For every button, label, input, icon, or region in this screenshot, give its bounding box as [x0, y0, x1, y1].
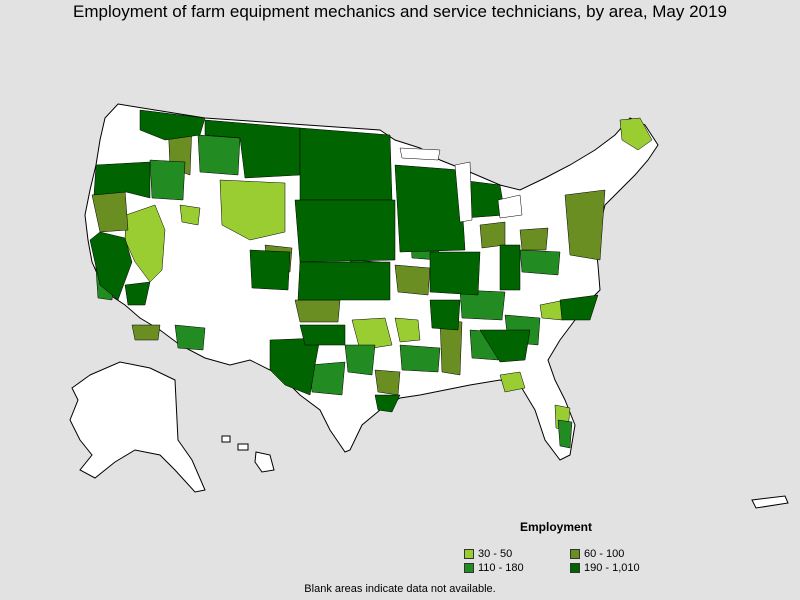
- legend-item-30-50: 30 - 50: [464, 548, 512, 560]
- legend-label: 110 - 180: [478, 562, 524, 574]
- map-title: Employment of farm equipment mechanics a…: [73, 2, 727, 21]
- legend-swatch: [464, 563, 474, 573]
- legend-item-60-100: 60 - 100: [570, 548, 624, 560]
- olive-areas: [91, 119, 606, 396]
- legend-swatch: [464, 549, 474, 559]
- dark-green-areas: [89, 109, 599, 413]
- legend-title: Employment: [520, 520, 593, 534]
- legend-swatch: [570, 549, 580, 559]
- legend-item-110-180: 110 - 180: [464, 562, 524, 574]
- footnote: Blank areas indicate data not available.: [304, 583, 496, 595]
- legend-item-190-1010: 190 - 1,010: [570, 562, 640, 574]
- hawaii: [221, 435, 275, 473]
- legend-label: 30 - 50: [478, 548, 513, 560]
- legend-label: 190 - 1,010: [584, 562, 640, 574]
- puerto-rico: [751, 495, 789, 509]
- legend-label: 60 - 100: [584, 548, 625, 560]
- legend-swatch: [570, 563, 580, 573]
- alaska: [69, 361, 206, 493]
- great-lakes: [399, 147, 523, 223]
- light-green-areas: [124, 117, 653, 431]
